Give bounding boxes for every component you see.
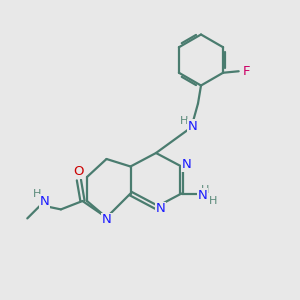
Text: N: N: [40, 195, 49, 208]
Text: H: H: [180, 116, 188, 126]
Text: N: N: [198, 189, 207, 202]
Text: H: H: [208, 196, 217, 206]
Text: H: H: [33, 189, 42, 200]
Text: N: N: [102, 213, 112, 226]
Text: H: H: [201, 185, 209, 195]
Text: N: N: [188, 120, 198, 133]
Text: O: O: [74, 165, 84, 178]
Text: N: N: [182, 158, 191, 171]
Text: F: F: [243, 65, 250, 78]
Text: N: N: [155, 202, 165, 215]
